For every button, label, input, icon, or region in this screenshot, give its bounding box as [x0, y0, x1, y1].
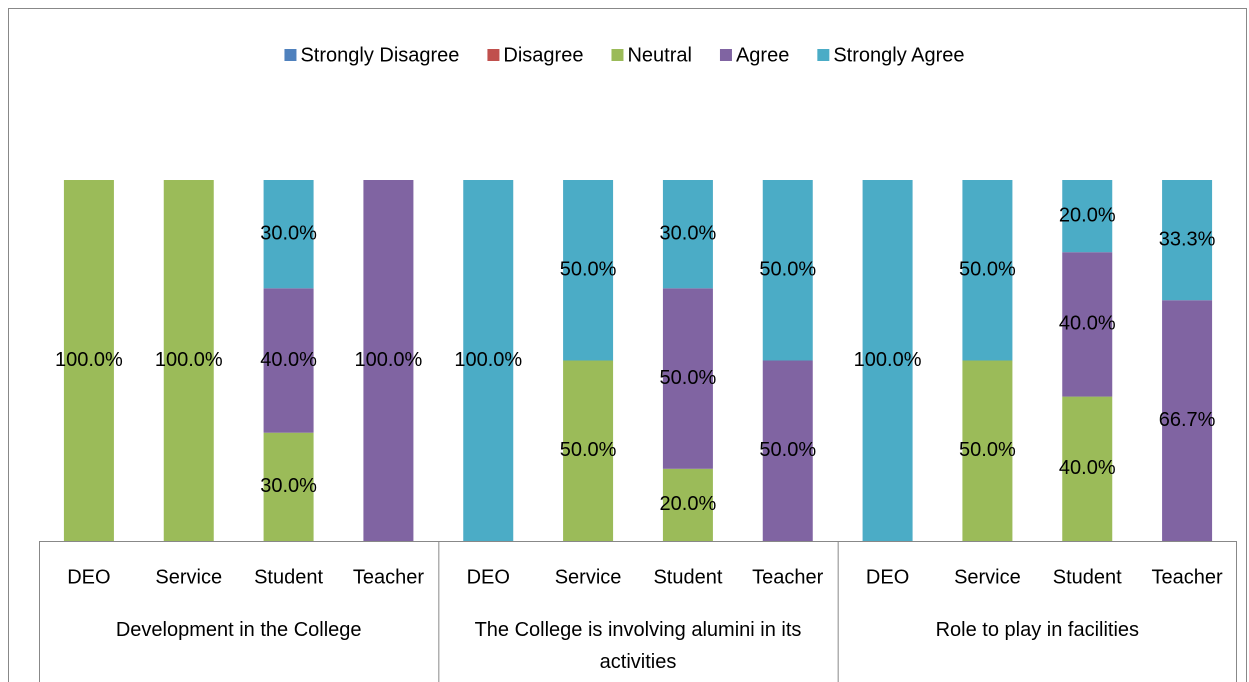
legend-swatch — [817, 49, 830, 61]
bar-segment — [363, 180, 414, 541]
bar-segment — [662, 288, 713, 469]
bar-segment — [163, 180, 214, 541]
bar-segment — [962, 180, 1013, 361]
x-tick-label: DEO — [467, 566, 510, 588]
data-label: 100.0% — [155, 349, 223, 371]
legend-label: Strongly Agree — [833, 44, 964, 66]
data-label: 20.0% — [660, 493, 717, 515]
x-tick-label: Student — [1053, 566, 1122, 588]
bar-segment — [1162, 180, 1213, 301]
data-label: 50.0% — [759, 439, 816, 461]
bar-segment — [762, 360, 813, 541]
data-label: 100.0% — [354, 349, 422, 371]
x-tick-label: Teacher — [752, 566, 823, 588]
x-tick-label: Student — [653, 566, 722, 588]
bar-segment — [263, 288, 314, 433]
data-label: 50.0% — [959, 259, 1016, 281]
x-tick-label: DEO — [866, 566, 909, 588]
bar-segment — [962, 360, 1013, 541]
data-label: 100.0% — [454, 349, 522, 371]
legend-swatch — [284, 49, 297, 61]
data-label: 30.0% — [260, 475, 317, 497]
x-tick-label: Teacher — [353, 566, 424, 588]
x-tick-label: DEO — [67, 566, 110, 588]
x-tick-label: Student — [254, 566, 323, 588]
data-label: 40.0% — [260, 349, 317, 371]
bar-segment — [563, 360, 614, 541]
data-label: 30.0% — [660, 222, 717, 244]
legend-label: Agree — [736, 44, 789, 66]
bar-segment — [263, 432, 314, 541]
data-label: 40.0% — [1059, 313, 1116, 335]
legend-swatch — [611, 49, 624, 61]
group-label: The College is involving alumini in its … — [474, 619, 802, 673]
data-label: 50.0% — [959, 439, 1016, 461]
bar-segment — [263, 180, 314, 289]
bar-segment — [662, 180, 713, 289]
legend-label: Disagree — [503, 44, 583, 66]
chart-border — [8, 8, 1247, 682]
bar-segment — [1062, 180, 1113, 253]
legend-swatch — [487, 49, 500, 61]
x-tick-label: Teacher — [1152, 566, 1223, 588]
x-tick-label: Service — [954, 566, 1021, 588]
bar-segment — [1062, 396, 1113, 541]
legend-label: Neutral — [627, 44, 691, 66]
group-label: Role to play in facilities — [935, 619, 1140, 641]
bar-segment — [563, 180, 614, 361]
data-label: 33.3% — [1159, 228, 1216, 250]
data-label: 100.0% — [854, 349, 922, 371]
data-label: 66.7% — [1159, 409, 1216, 431]
x-tick-label: Service — [555, 566, 622, 588]
bar-segment — [862, 180, 913, 541]
bar-segment — [662, 468, 713, 541]
legend-label: Strongly Disagree — [300, 44, 459, 66]
data-label: 20.0% — [1059, 204, 1116, 226]
bar-segment — [762, 180, 813, 361]
data-label: 50.0% — [759, 259, 816, 281]
legend-swatch — [719, 49, 732, 61]
bar-segment — [63, 180, 114, 541]
data-label: 30.0% — [260, 222, 317, 244]
bar-segment — [463, 180, 514, 541]
data-label: 50.0% — [560, 439, 617, 461]
x-tick-label: Service — [155, 566, 222, 588]
data-label: 40.0% — [1059, 457, 1116, 479]
bar-segment — [1162, 300, 1213, 541]
data-label: 50.0% — [660, 367, 717, 389]
data-label: 100.0% — [55, 349, 123, 371]
group-label: Development in the College — [115, 619, 362, 641]
bar-segment — [1062, 252, 1113, 397]
data-label: 50.0% — [560, 259, 617, 281]
